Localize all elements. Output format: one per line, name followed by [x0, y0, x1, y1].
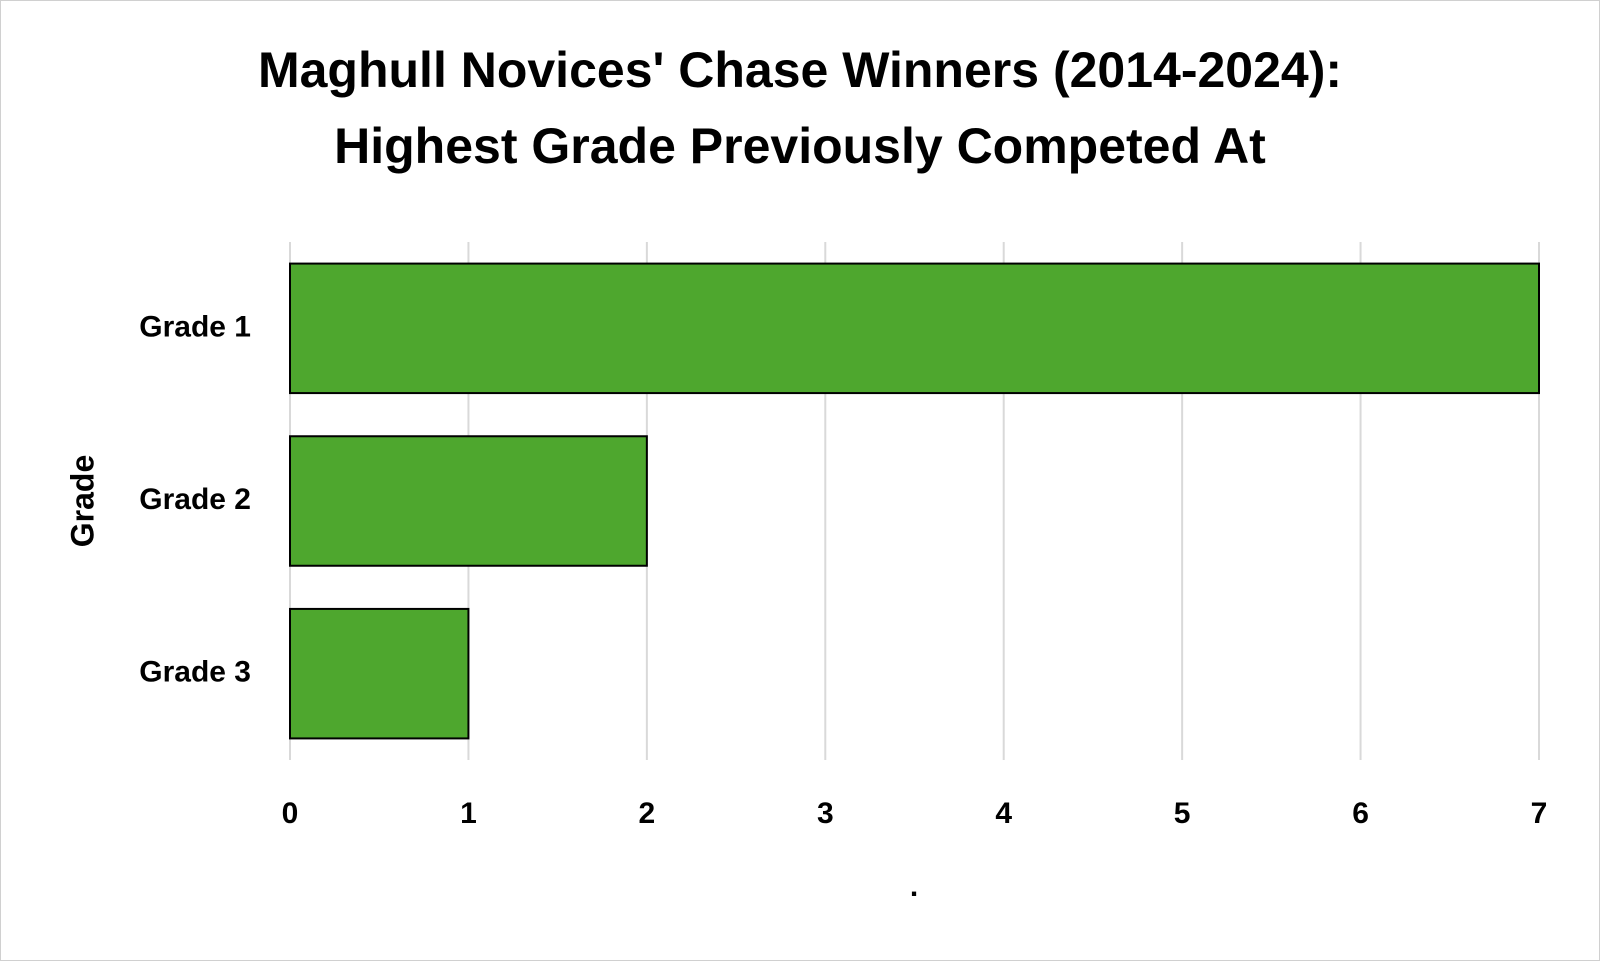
x-tick-label: 4 [995, 797, 1012, 830]
bar [289, 262, 1540, 395]
x-tick-label: 6 [1352, 797, 1369, 830]
x-tick-label: 2 [639, 797, 656, 830]
x-tick-label: 1 [460, 797, 477, 830]
x-axis-label: . [910, 870, 918, 903]
bar [289, 435, 648, 567]
x-tick-label: 0 [282, 797, 299, 830]
chart-title: Maghull Novices' Chase Winners (2014-202… [258, 42, 1342, 98]
y-tick-label: Grade 2 [139, 483, 251, 516]
x-tick-label: 3 [817, 797, 834, 830]
y-tick-label: Grade 3 [139, 656, 251, 689]
y-tick-label: Grade 1 [139, 310, 251, 343]
y-axis-label: Grade [64, 455, 100, 547]
x-tick-label: 5 [1174, 797, 1191, 830]
bar [289, 607, 470, 740]
chart-title: Highest Grade Previously Competed At [334, 118, 1266, 174]
x-tick-label: 7 [1531, 797, 1548, 830]
